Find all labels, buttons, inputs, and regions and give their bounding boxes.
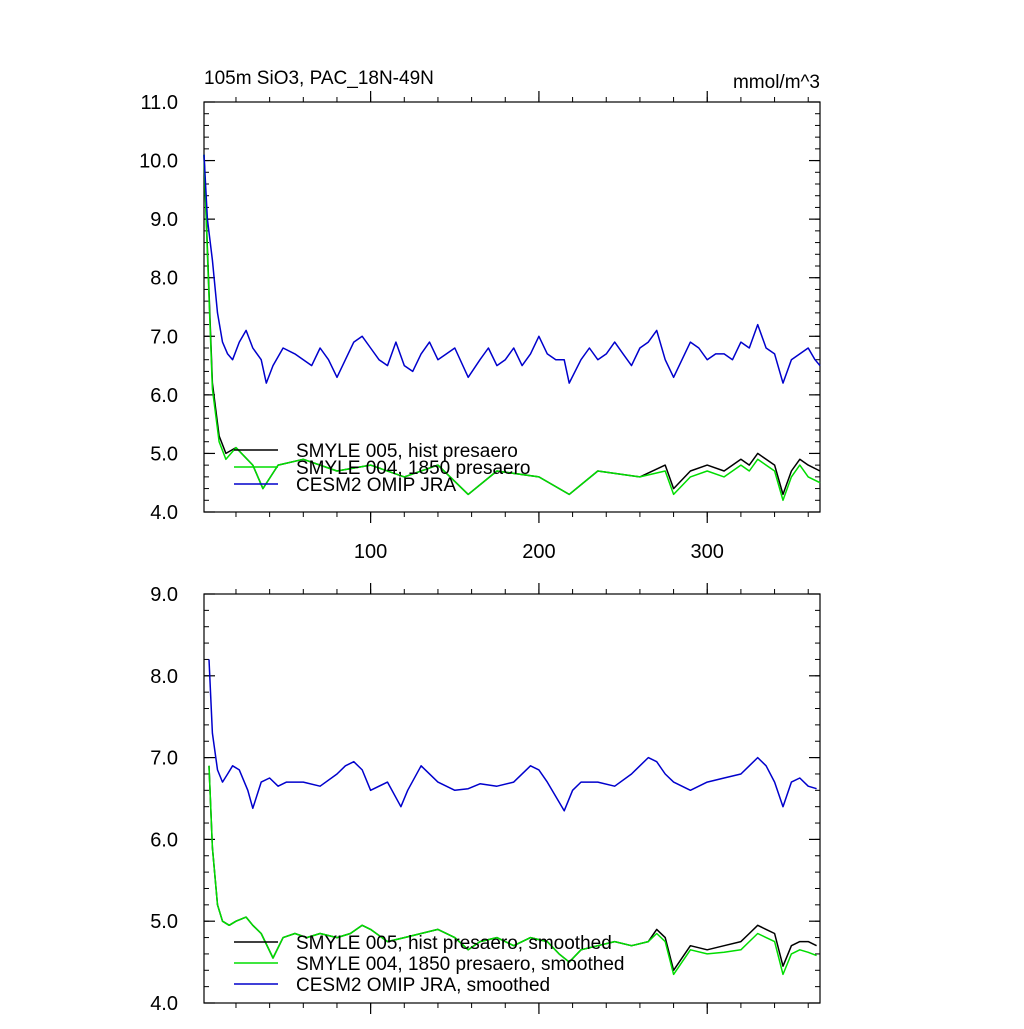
- chart1-series-line-1: [208, 765, 817, 976]
- chart0-y-tick-label: 5.0: [150, 443, 178, 465]
- chart1-y-tick-label: 7.0: [150, 748, 178, 770]
- chart0-x-tick-label: 100: [354, 541, 387, 563]
- chart1-y-tick-label: 6.0: [150, 829, 178, 851]
- chart0-y-tick-label: 10.0: [139, 151, 178, 173]
- top-chart-units: mmol/m^3: [733, 72, 820, 93]
- chart0-series-line-2: [203, 154, 821, 384]
- chart1-y-tick-label: 9.0: [150, 584, 178, 606]
- chart1-legend-label-1: SMYLE 004, 1850 presaero, smoothed: [296, 954, 624, 975]
- chart0-y-tick-label: 11.0: [141, 92, 178, 114]
- chart1-y-tick-label: 5.0: [150, 911, 178, 933]
- chart0-y-tick-label: 7.0: [150, 326, 178, 348]
- chart0-y-tick-label: 8.0: [150, 268, 178, 290]
- top-panel: 105m SiO3, PAC_18N-49N mmol/m^3 4.0 5.0 6.…: [139, 68, 821, 563]
- chart0-legend-label-1: SMYLE 004, 1850 presaero: [296, 458, 531, 479]
- chart0-legend-label-2: CESM2 OMIP JRA: [296, 475, 456, 496]
- chart1-y-tick-label: 4.0: [150, 993, 178, 1015]
- bottom-panel: 4.0 5.0 6.0 7.0 8.0 9.0 SMYLE 005, hist presae…: [150, 583, 821, 1015]
- chart0-x-tick-label: 200: [522, 541, 555, 563]
- chart0-series-line-1: [203, 154, 821, 502]
- top-chart-title: 105m SiO3, PAC_18N-49N: [204, 68, 434, 89]
- chart0-x-tick-label: 300: [691, 541, 724, 563]
- chart0-y-tick-label: 9.0: [150, 209, 178, 231]
- chart1-legend-label-2: CESM2 OMIP JRA, smoothed: [296, 975, 550, 996]
- chart0-y-tick-label: 6.0: [150, 385, 178, 407]
- chart1-plot-frame: [203, 593, 821, 1004]
- chart1-series-line-2: [208, 659, 817, 812]
- chart0-legend-label-0: SMYLE 005, hist presaero: [296, 441, 518, 462]
- chart0-y-tick-label: 4.0: [150, 502, 178, 524]
- chart1-legend-label-0: SMYLE 005, hist presaero, smoothed: [296, 933, 612, 954]
- chart0-plot-frame: [203, 101, 821, 513]
- chart1-y-tick-label: 8.0: [150, 666, 178, 688]
